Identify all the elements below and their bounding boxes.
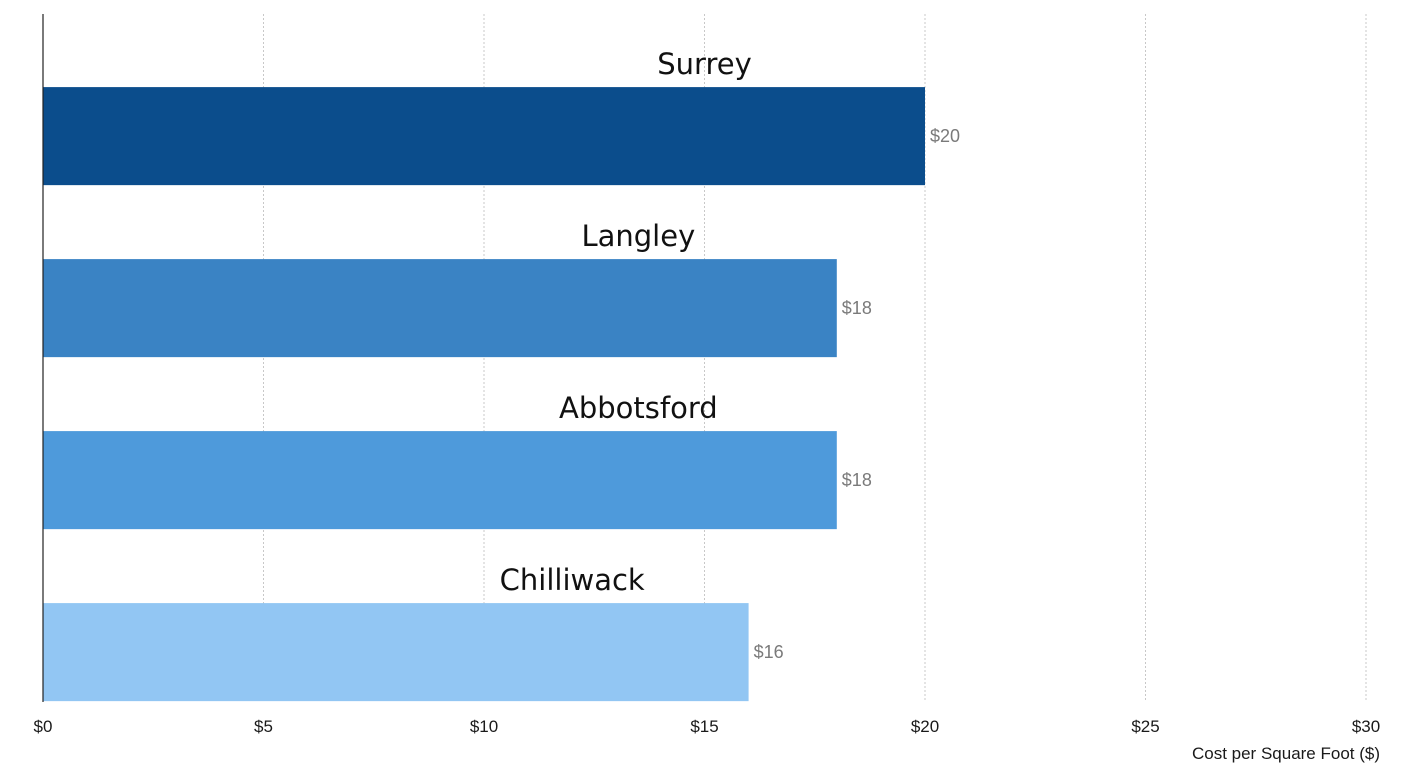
category-label: Langley [581,219,695,253]
x-tick-label: $15 [690,717,718,736]
value-label: $20 [930,126,960,146]
value-label: $16 [754,642,784,662]
x-axis-title: Cost per Square Foot ($) [1192,744,1380,763]
bar-chilliwack [43,603,749,702]
category-label: Abbotsford [559,391,718,425]
x-tick-label: $30 [1352,717,1380,736]
x-tick-label: $5 [254,717,273,736]
axes: $0 $5 $10 $15 $20 $25 $30 [34,14,1380,736]
x-tick-label: $0 [34,717,53,736]
x-tick-label: $20 [911,717,939,736]
x-tick-label: $10 [470,717,498,736]
category-label: Chilliwack [500,563,645,597]
bar-surrey [43,87,925,186]
gridlines [263,14,1367,702]
bar-abbotsford [43,431,837,530]
category-label: Surrey [657,47,752,81]
value-label: $18 [842,470,872,490]
bar-langley [43,259,837,358]
value-label: $18 [842,298,872,318]
bars: Surrey $20 Langley $18 Abbotsford $18 Chilliwa… [43,47,960,702]
x-tick-label: $25 [1131,717,1159,736]
